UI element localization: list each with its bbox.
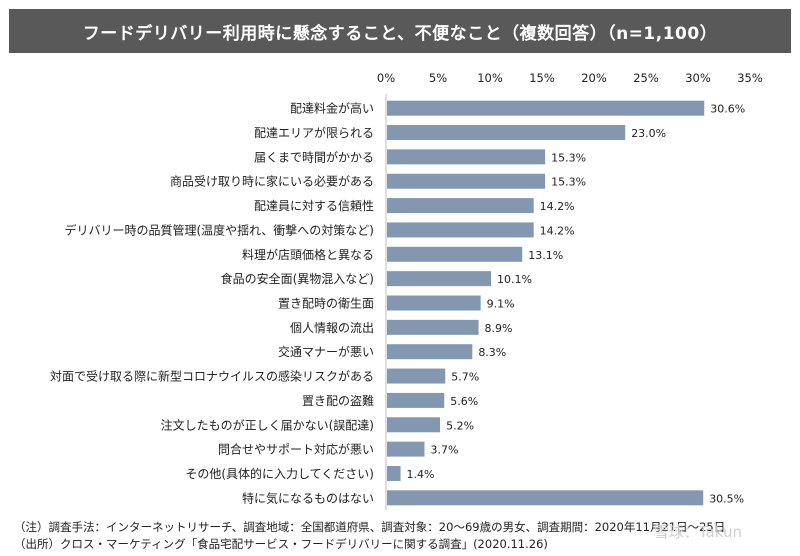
bar [387,198,534,214]
bar [387,271,492,287]
data-label: 1.4% [407,468,435,481]
x-tick-label: 15% [529,71,555,85]
x-axis-ticks: 0% 5% 10% 15% 20% 25% 30% 35% [377,71,763,85]
data-label: 5.6% [450,395,478,408]
x-tick-label: 20% [581,71,607,85]
watermark-text: 雪球：Takun [653,523,742,541]
bar [387,246,523,262]
bar [387,173,546,189]
category-label: 注文したものが正しく届かない(誤配達) [161,417,374,432]
data-label: 3.7% [430,444,458,457]
data-label: 8.3% [478,346,506,359]
data-label: 15.3% [551,176,586,189]
category-label: 対面で受け取る際に新型コロナウイルスの感染リスクがある [50,369,374,384]
category-label: 届くまで時間がかかる [254,149,374,164]
category-label: 置き配時の衛生面 [278,297,374,311]
x-tick-label: 35% [737,71,763,85]
x-tick-label: 30% [685,71,711,85]
category-label: その他(具体的に入力してください) [185,466,374,481]
bars: 配達料金が高い 30.6% 配達エリアが限られる 23.0% 届くまで時間がかかる 15.… [50,100,745,506]
x-tick-label: 10% [477,71,503,85]
source-note: （出所）クロス・マーケティング「食品宅配サービス・フードデリバリーに関する調査」… [14,537,548,551]
category-label: 個人情報の流出 [290,321,374,335]
data-label: 8.9% [485,322,513,335]
bar [387,417,441,433]
category-label: 特に気になるものはない [242,490,374,505]
category-label: 置き配の盗難 [302,393,374,408]
category-label: 配達エリアが限られる [254,125,374,140]
x-tick-label: 0% [377,71,395,85]
data-label: 14.2% [540,224,575,237]
bar [387,125,626,141]
bar [387,368,446,384]
bar [387,441,425,457]
category-label: 配達員に対する信頼性 [254,199,374,213]
category-label: 配達料金が高い [290,101,374,116]
data-label: 30.5% [709,492,744,505]
data-label: 14.2% [540,200,575,213]
bar [387,465,401,481]
data-label: 30.6% [710,103,745,116]
bar [387,319,479,335]
data-label: 5.7% [451,371,479,384]
data-label: 13.1% [528,249,563,262]
bar [387,295,481,311]
survey-note: （注）調査手法：インターネットリサーチ、調査地域：全国都道府県、調査対象：20～… [14,520,726,534]
category-label: デリバリー時の品質管理(温度や揺れ、衝撃への対策など) [65,222,375,237]
bar [387,392,445,408]
data-label: 9.1% [487,298,515,311]
bar [387,149,546,165]
bar [387,222,534,238]
data-label: 10.1% [497,273,532,286]
data-label: 5.2% [446,419,474,432]
bar [387,344,473,360]
bar [387,490,704,506]
category-label: 問合せやサポート対応が悪い [218,442,374,457]
category-label: 料理が店頭価格と異なる [242,247,374,262]
x-tick-label: 5% [429,71,447,85]
category-label: 食品の安全面(異物混入など) [221,271,374,286]
x-tick-label: 25% [633,71,659,85]
data-label: 15.3% [551,151,586,164]
category-label: 商品受け取り時に家にいる必要がある [170,174,374,189]
category-label: 交通マナーが悪い [278,344,374,359]
data-label: 23.0% [631,127,666,140]
chart-title: フードデリバリー利用時に懸念すること、不便なこと（複数回答）（n=1,100） [9,9,791,53]
bar [387,100,705,116]
bar-chart: 0% 5% 10% 15% 20% 25% 30% 35% 配達料金が高い 30.6% 配達エリア… [50,71,763,510]
